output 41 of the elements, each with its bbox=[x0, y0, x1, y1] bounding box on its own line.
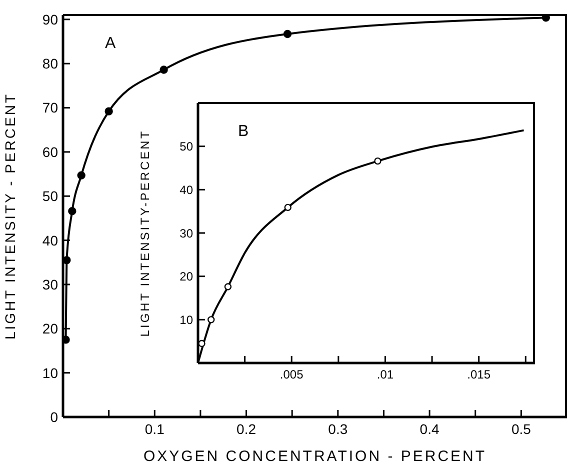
x-tick-label: 0.1 bbox=[144, 420, 165, 437]
y-axis-title: LIGHT INTENSITY - PERCENT bbox=[2, 92, 18, 340]
y-tick-label: 30 bbox=[42, 276, 58, 292]
point bbox=[208, 316, 215, 324]
y-tick-label: 20 bbox=[180, 270, 194, 284]
y-tick-label: 90 bbox=[42, 11, 58, 28]
x-tick-label: 0.5 bbox=[511, 420, 532, 437]
y-tick-label: 50 bbox=[42, 188, 58, 204]
x-tick-label: 0.2 bbox=[236, 420, 256, 437]
point bbox=[284, 204, 292, 212]
point bbox=[224, 283, 232, 290]
x-tick-label: 0.3 bbox=[328, 420, 348, 437]
y-tick-label: 0 bbox=[50, 408, 58, 425]
y-tick-label: 20 bbox=[42, 320, 58, 337]
y-tick-label: 50 bbox=[180, 140, 194, 154]
y-tick-label: 30 bbox=[180, 226, 194, 240]
point bbox=[542, 15, 550, 22]
annotation: A bbox=[105, 35, 116, 53]
point bbox=[160, 66, 168, 74]
point bbox=[68, 207, 76, 216]
point bbox=[283, 30, 292, 38]
point bbox=[63, 256, 71, 264]
y-tick-label: 80 bbox=[42, 56, 58, 72]
y-tick-label: 40 bbox=[180, 182, 194, 197]
y-tick-label: 10 bbox=[180, 312, 194, 327]
x-tick-label: 0.4 bbox=[420, 420, 440, 437]
y-tick-label: 60 bbox=[42, 144, 58, 160]
x-tick-label: .005 bbox=[280, 368, 304, 382]
y-axis-title: LIGHT INTENSITY-PERCENT bbox=[138, 129, 152, 337]
x-axis-title: OXYGEN CONCENTRATION - PERCENT bbox=[143, 448, 487, 463]
annotation: B bbox=[238, 123, 249, 141]
y-tick-label: 40 bbox=[42, 232, 58, 248]
y-tick-label: 10 bbox=[42, 364, 58, 381]
point bbox=[77, 171, 86, 180]
y-tick-label: 70 bbox=[42, 100, 58, 116]
x-tick-label: .015 bbox=[467, 368, 491, 382]
point bbox=[374, 157, 382, 165]
point bbox=[63, 336, 70, 344]
point bbox=[198, 340, 206, 348]
x-tick-label: .01 bbox=[376, 368, 394, 382]
point bbox=[104, 107, 113, 116]
